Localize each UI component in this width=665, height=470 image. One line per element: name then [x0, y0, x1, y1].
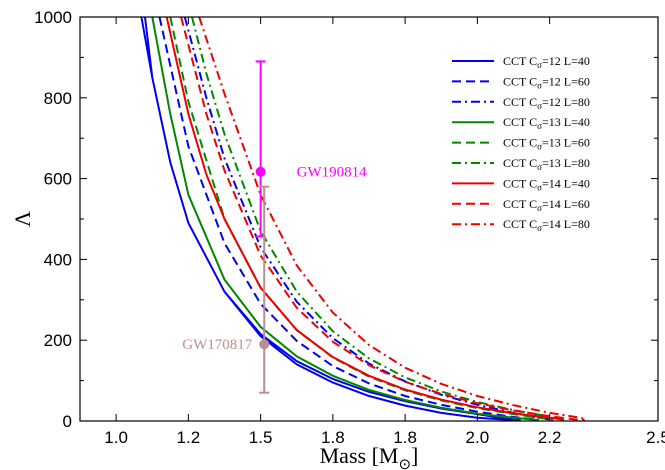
x-tick-label: 1.8 [393, 428, 417, 447]
legend-label: CCT Cσ=13 L=80 [503, 156, 590, 172]
x-tick-label: 2.0 [466, 428, 490, 447]
y-tick-label: 400 [44, 250, 72, 269]
series-line-7 [165, 17, 565, 421]
legend-label: CCT Cσ=12 L=60 [503, 74, 590, 90]
x-axis-title-main: Mass [M [320, 443, 399, 468]
x-tick-label: 2.5 [646, 428, 665, 447]
series-line-1 [140, 17, 521, 421]
x-tick-label: 1.0 [104, 428, 128, 447]
x-tick-label: 1.8 [321, 428, 345, 447]
annotation-label-2: GW170817 [182, 337, 252, 353]
series-line-4 [151, 17, 539, 421]
curves-layer [140, 17, 590, 421]
x-tick-label: 2.2 [538, 428, 562, 447]
legend-label: CCT Cσ=14 L=80 [503, 217, 590, 233]
y-tick-label: 1000 [34, 8, 72, 27]
x-axis-title-sub: ⊙ [398, 457, 411, 470]
measurement-point [259, 339, 270, 350]
series-line-6 [191, 17, 565, 421]
y-tick-label: 800 [44, 89, 72, 108]
legend-label: CCT Cσ=12 L=80 [503, 95, 590, 111]
x-axis-title: Mass [M⊙] [320, 443, 419, 470]
annotation-label-1: GW190814 [297, 165, 367, 181]
legend-label: CCT Cσ=14 L=60 [503, 197, 590, 213]
legend: CCT Cσ=12 L=40 CCT Cσ=12 L=60 CCT Cσ=12 L=… [452, 54, 590, 233]
measurement-point [255, 166, 266, 177]
series-line-9 [198, 17, 590, 421]
legend-label: CCT Cσ=12 L=40 [503, 54, 590, 70]
y-tick-label: 0 [63, 412, 72, 431]
x-axis-title-close: ] [411, 443, 418, 468]
x-tick-label: 1.2 [177, 428, 201, 447]
y-tick-label: 600 [44, 170, 72, 189]
series-line-8 [180, 17, 579, 421]
legend-label: CCT Cσ=14 L=40 [503, 176, 590, 192]
y-axis-title: Λ [10, 211, 35, 227]
axis-ticks: 1.0 1.2 1.5 1.8 1.8 2.0 2.2 2.5 0 200 400 600 800 100… [34, 8, 665, 447]
series-line-2 [158, 17, 539, 421]
annotations-layer: GW190814 GW170817 [182, 60, 367, 394]
legend-label: CCT Cσ=13 L=40 [503, 115, 590, 131]
series-line-3 [183, 17, 550, 421]
legend-label: CCT Cσ=13 L=60 [503, 136, 590, 152]
x-tick-label: 1.5 [249, 428, 273, 447]
y-tick-label: 200 [44, 331, 72, 350]
